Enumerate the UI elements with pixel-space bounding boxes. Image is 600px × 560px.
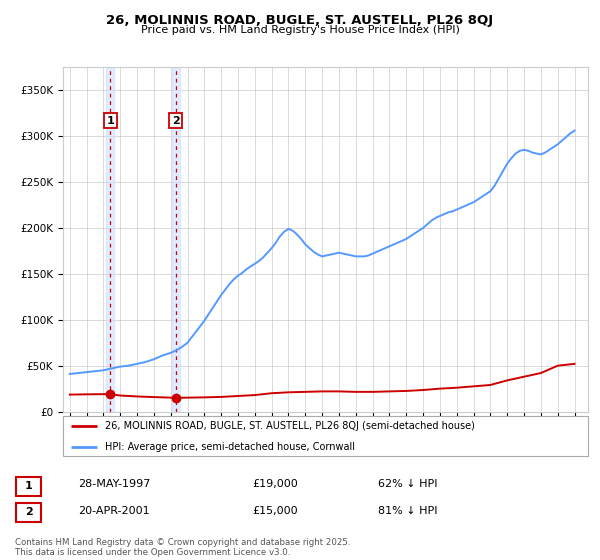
Text: Contains HM Land Registry data © Crown copyright and database right 2025.
This d: Contains HM Land Registry data © Crown c… (15, 538, 350, 557)
Text: 2: 2 (25, 507, 32, 517)
FancyBboxPatch shape (16, 477, 41, 496)
Text: £19,000: £19,000 (252, 479, 298, 489)
Text: 26, MOLINNIS ROAD, BUGLE, ST. AUSTELL, PL26 8QJ (semi-detached house): 26, MOLINNIS ROAD, BUGLE, ST. AUSTELL, P… (105, 421, 475, 431)
FancyBboxPatch shape (16, 503, 41, 522)
Text: 62% ↓ HPI: 62% ↓ HPI (378, 479, 437, 489)
Bar (172, 67, 180, 412)
Text: 26, MOLINNIS ROAD, BUGLE, ST. AUSTELL, PL26 8QJ: 26, MOLINNIS ROAD, BUGLE, ST. AUSTELL, P… (106, 14, 494, 27)
Text: 2: 2 (172, 115, 179, 125)
Text: HPI: Average price, semi-detached house, Cornwall: HPI: Average price, semi-detached house,… (105, 442, 355, 452)
Text: 81% ↓ HPI: 81% ↓ HPI (378, 506, 437, 516)
Text: £15,000: £15,000 (252, 506, 298, 516)
Text: Price paid vs. HM Land Registry's House Price Index (HPI): Price paid vs. HM Land Registry's House … (140, 25, 460, 35)
Text: 1: 1 (106, 115, 114, 125)
Bar (106, 67, 115, 412)
Text: 1: 1 (25, 481, 32, 491)
Text: 28-MAY-1997: 28-MAY-1997 (78, 479, 151, 489)
Text: 20-APR-2001: 20-APR-2001 (78, 506, 149, 516)
FancyBboxPatch shape (63, 416, 588, 456)
